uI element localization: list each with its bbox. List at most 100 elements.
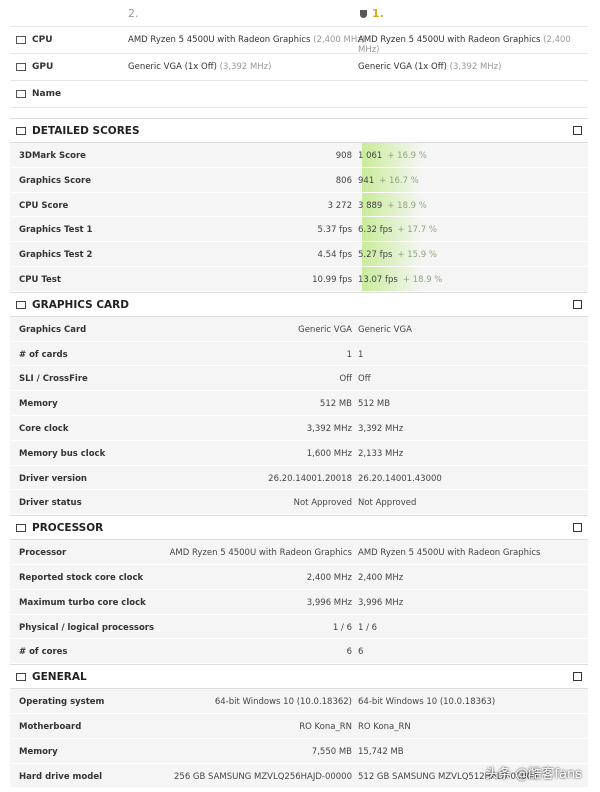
value: 512 MB — [358, 399, 391, 410]
left-value: 1 / 6 — [332, 622, 352, 633]
value-note: (3,392 MHz) — [449, 62, 502, 72]
row-label: Memory — [19, 399, 58, 410]
detail-row: Motherboard RO Kona_RN RO Kona_RN — [10, 713, 588, 739]
highlight — [362, 217, 422, 242]
watermark: 头条 @酷客fans — [485, 767, 582, 782]
value: Not Approved — [358, 498, 417, 509]
right-value: 1 — [358, 350, 363, 360]
left-value: RO Kona_RN — [299, 721, 352, 732]
value: 1 061 — [358, 151, 383, 161]
right-value: 512 GB SAMSUNG MZVLQ512HALU-00000 — [358, 772, 537, 782]
value: 13.07 fps — [358, 274, 398, 285]
detail-row: Memory 512 MB 512 MB — [10, 391, 588, 416]
value: 64-bit Windows 10 (10.0.18363) — [358, 697, 496, 708]
section-icon — [16, 673, 26, 682]
right-value: RO Kona_RN — [358, 722, 411, 732]
value: 941 — [358, 175, 375, 186]
highlight — [362, 143, 422, 167]
right-value: 26.20.14001.43000 — [358, 474, 442, 484]
rank-left: 2. — [128, 7, 139, 20]
row-label: 3DMark Score — [19, 151, 86, 161]
detail-row: Memory 7,550 MB 15,742 MB — [10, 738, 588, 764]
detail-row: Processor AMD Ryzen 5 4500U with Radeon G… — [10, 540, 588, 565]
left-value: 512 MB — [319, 399, 352, 410]
info-row: GPU Generic VGA (1x Off) (3,392 MHz) Gener… — [10, 54, 588, 81]
right-value: 3,996 MHz — [358, 598, 403, 608]
row-label: CPU Test — [19, 274, 61, 285]
row-icon — [16, 36, 26, 44]
value: 2,133 MHz — [358, 448, 404, 459]
right-value: 1 061 + 16.9 % — [358, 151, 427, 161]
detail-row: Memory bus clock 1,600 MHz 2,133 MHz — [10, 440, 588, 466]
row-label: Name — [32, 89, 62, 99]
left-value: 4.54 fps — [317, 250, 352, 261]
collapse-button[interactable] — [573, 672, 582, 682]
row-label: Processor — [19, 548, 67, 559]
right-value: Not Approved — [358, 498, 416, 508]
left-value: 3,392 MHz — [306, 423, 352, 434]
info-row: Name — [10, 81, 588, 108]
section-icon — [16, 524, 26, 533]
right-value: 64-bit Windows 10 (10.0.18363) — [358, 697, 495, 707]
collapse-button[interactable] — [573, 523, 582, 533]
right-value: 6 — [358, 647, 363, 657]
right-value: 3,392 MHz — [358, 424, 403, 434]
highlight — [362, 242, 422, 266]
row-label: Reported stock core clock — [19, 572, 144, 583]
value: 3,392 MHz — [358, 423, 404, 434]
detail-row: Hard drive model 256 GB SAMSUNG MZVLQ256H… — [10, 763, 588, 789]
right-value: 13.07 fps + 18.9 % — [358, 275, 442, 285]
right-value: 15,742 MB — [358, 747, 404, 757]
row-label: Graphics Card — [19, 324, 87, 335]
rank-right: 1. — [372, 7, 384, 20]
left-value: 26.20.14001.20018 — [268, 473, 352, 484]
left-value: 908 — [335, 151, 352, 161]
row-label: Memory — [19, 746, 58, 757]
right-value: Off — [358, 374, 371, 384]
row-label: Graphics Score — [19, 175, 91, 186]
collapse-button[interactable] — [573, 126, 582, 135]
section-title: PROCESSOR — [32, 522, 104, 535]
section-title: GENERAL — [32, 671, 87, 684]
comparison-table: 2. 1. CPU AMD Ryzen 5 4500U with Radeon Gra… — [10, 0, 588, 792]
left-value: 10.99 fps — [312, 274, 352, 285]
right-value: 2,400 MHz — [358, 573, 403, 583]
detail-row: Core clock 3,392 MHz 3,392 MHz — [10, 415, 588, 441]
value: AMD Ryzen 5 4500U with Radeon Graphics — [358, 548, 541, 559]
value: 6.32 fps — [358, 225, 393, 236]
detail-row: Operating system 64-bit Windows 10 (10.0.… — [10, 689, 588, 714]
right-value: 2,133 MHz — [358, 449, 403, 459]
difference: + 16.9 % — [387, 151, 427, 161]
spacer — [10, 108, 588, 118]
left-value: AMD Ryzen 5 4500U with Radeon Graphics (… — [128, 35, 365, 45]
value: AMD Ryzen 5 4500U with Radeon Graphics — [128, 35, 311, 45]
row-label: GPU — [32, 62, 54, 72]
right-value: 1 / 6 — [358, 623, 377, 633]
detail-row: Maximum turbo core clock 3,996 MHz 3,996 M… — [10, 589, 588, 615]
trophy-icon — [360, 10, 367, 18]
left-value: AMD Ryzen 5 4500U with Radeon Graphics — [169, 548, 352, 559]
detail-row: Physical / logical processors 1 / 6 1 / 6 — [10, 614, 588, 640]
detail-row: CPU Score 3 272 3 889 + 18.9 % — [10, 192, 588, 218]
right-value: Generic VGA (1x Off) (3,392 MHz) — [358, 62, 501, 72]
detail-row: Reported stock core clock 2,400 MHz 2,400 … — [10, 564, 588, 590]
difference: + 18.9 % — [387, 200, 427, 211]
right-value: 6.32 fps + 17.7 % — [358, 225, 437, 235]
left-value: Generic VGA — [298, 324, 352, 335]
value: 26.20.14001.43000 — [358, 473, 442, 484]
row-icon — [16, 90, 26, 98]
value: 2,400 MHz — [358, 572, 404, 583]
highlight — [362, 167, 422, 192]
value: Generic VGA (1x Off) — [128, 62, 217, 72]
collapse-button[interactable] — [573, 299, 582, 309]
difference: + 18.9 % — [402, 274, 443, 285]
row-label: Memory bus clock — [19, 448, 106, 459]
row-label: Graphics Test 1 — [19, 225, 93, 236]
value: 1 / 6 — [358, 622, 378, 633]
left-value: Not Approved — [293, 498, 352, 509]
section-header: DETAILED SCORES — [10, 118, 588, 143]
detail-row: Graphics Test 1 5.37 fps 6.32 fps + 17.7 % — [10, 217, 588, 243]
left-value: 6 — [346, 647, 352, 658]
left-value: 806 — [335, 175, 352, 186]
section-icon — [16, 300, 26, 309]
